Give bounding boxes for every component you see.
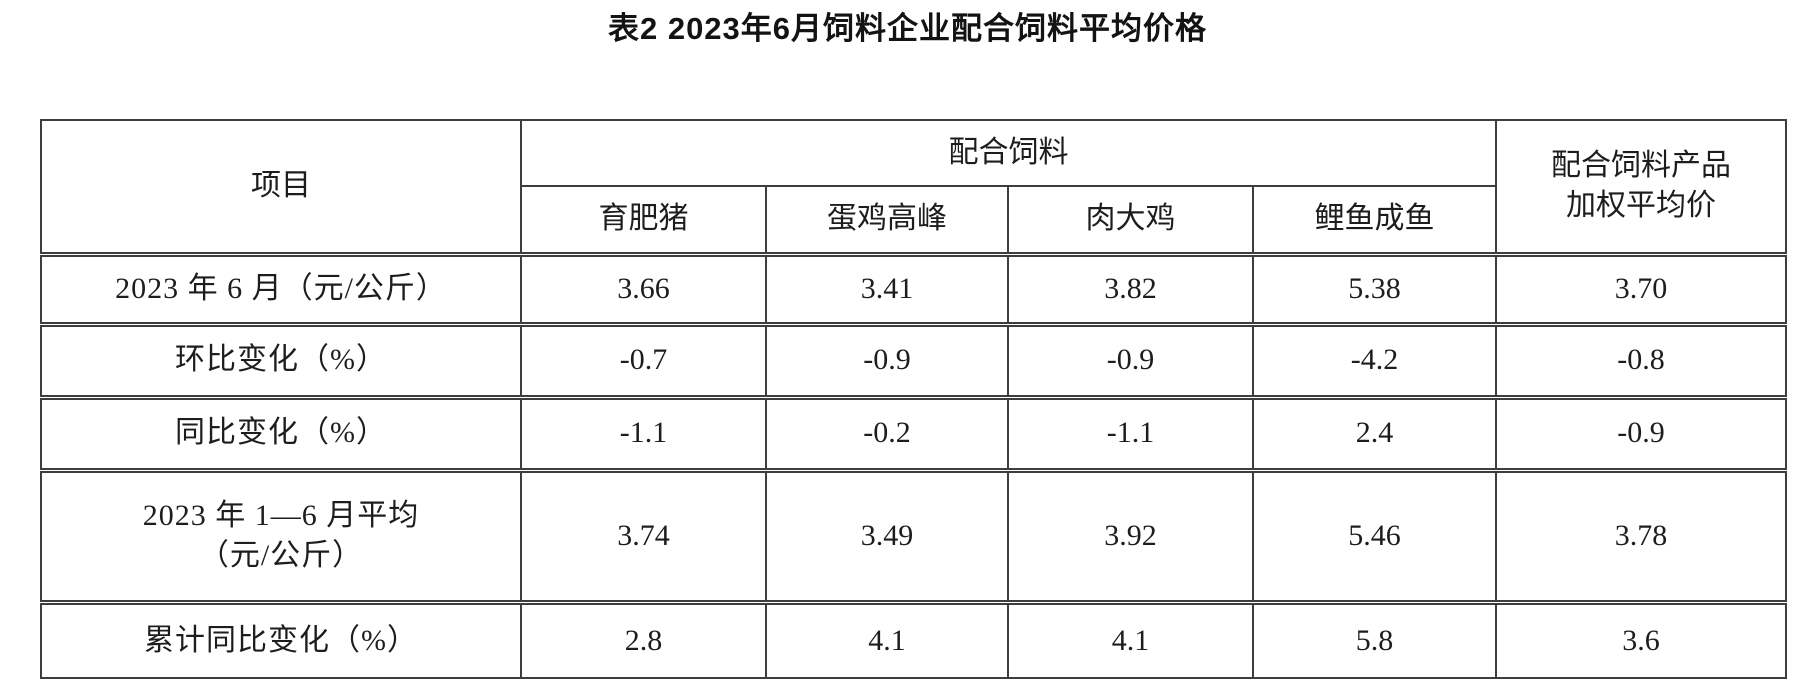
col-header-fattening-pig: 育肥猪 xyxy=(520,185,767,255)
col-header-item: 项目 xyxy=(40,119,522,255)
cell-value: 4.1 xyxy=(1007,599,1254,679)
cell-value: 2.8 xyxy=(520,599,767,679)
row-label: 2023 年 1—6 月平均 （元/公斤） xyxy=(40,467,522,603)
cell-value: 3.41 xyxy=(765,251,1009,325)
header-row-group: 项目 配合饲料 配合饲料产品 加权平均价 xyxy=(40,119,1787,255)
cell-value: -0.9 xyxy=(1007,321,1254,398)
cell-value: -0.8 xyxy=(1495,321,1787,398)
table-row: 2023 年 1—6 月平均 （元/公斤） 3.74 3.49 3.92 5.4… xyxy=(40,467,1787,603)
cell-value: 4.1 xyxy=(765,599,1009,679)
feed-price-table: 项目 配合饲料 配合饲料产品 加权平均价 育肥猪 蛋鸡高峰 肉大鸡 鲤鱼成鱼 2… xyxy=(40,119,1787,679)
row-label: 2023 年 6 月（元/公斤） xyxy=(40,251,522,325)
col-header-weighted-average: 配合饲料产品 加权平均价 xyxy=(1495,119,1787,255)
cell-value: 5.8 xyxy=(1252,599,1497,679)
col-header-peak-layer-hen: 蛋鸡高峰 xyxy=(765,185,1009,255)
cell-value: -1.1 xyxy=(1007,394,1254,471)
cell-value: 3.66 xyxy=(520,251,767,325)
row-label: 累计同比变化（%） xyxy=(40,599,522,679)
cell-value: 3.74 xyxy=(520,467,767,603)
cell-value: 5.46 xyxy=(1252,467,1497,603)
cell-value: 3.78 xyxy=(1495,467,1787,603)
cell-value: -4.2 xyxy=(1252,321,1497,398)
col-header-meat-chicken: 肉大鸡 xyxy=(1007,185,1254,255)
header-row-sub: 育肥猪 蛋鸡高峰 肉大鸡 鲤鱼成鱼 xyxy=(41,185,1786,255)
cell-value: 5.38 xyxy=(1252,251,1497,325)
col-header-adult-carp: 鲤鱼成鱼 xyxy=(1252,185,1497,255)
cell-value: 3.49 xyxy=(765,467,1009,603)
cell-value: 3.6 xyxy=(1495,599,1787,679)
cell-value: -0.9 xyxy=(1495,394,1787,471)
col-header-compound-feed-group: 配合饲料 xyxy=(520,119,1497,187)
table-row: 同比变化（%） -1.1 -0.2 -1.1 2.4 -0.9 xyxy=(40,394,1787,471)
cell-value: 3.82 xyxy=(1007,251,1254,325)
cell-value: -0.7 xyxy=(520,321,767,398)
row-label: 环比变化（%） xyxy=(40,321,522,398)
cell-value: 3.92 xyxy=(1007,467,1254,603)
row-label: 同比变化（%） xyxy=(40,394,522,471)
table-row: 累计同比变化（%） 2.8 4.1 4.1 5.8 3.6 xyxy=(40,599,1787,679)
table-row: 环比变化（%） -0.7 -0.9 -0.9 -4.2 -0.8 xyxy=(40,321,1787,398)
cell-value: 2.4 xyxy=(1252,394,1497,471)
page-title: 表2 2023年6月饲料企业配合饲料平均价格 xyxy=(607,11,1208,46)
cell-value: -1.1 xyxy=(520,394,767,471)
table-row: 2023 年 6 月（元/公斤） 3.66 3.41 3.82 5.38 3.7… xyxy=(40,251,1787,325)
cell-value: -0.9 xyxy=(765,321,1009,398)
cell-value: -0.2 xyxy=(765,394,1009,471)
cell-value: 3.70 xyxy=(1495,251,1787,325)
